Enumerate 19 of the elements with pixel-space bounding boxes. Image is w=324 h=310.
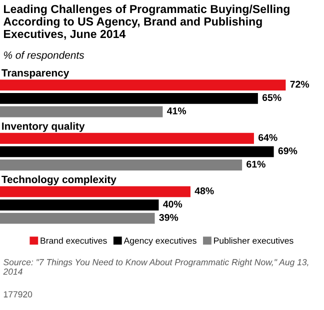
data-label: 48%	[194, 187, 214, 194]
chart-title: Leading Challenges of Programmatic Buying/Selling According to US Agency, Brand and Publishing Executives, June 2014	[4, 4, 290, 40]
y-tick-label: Transparency	[2, 69, 70, 79]
y-tick-label: Technology complexity	[2, 175, 116, 186]
legend-label: Brand executives	[40, 237, 107, 244]
legend-label: Publisher executives	[214, 237, 294, 244]
data-label: 72%	[290, 80, 310, 88]
chart-subtitle: % of respondents	[4, 51, 84, 61]
text: 177920	[4, 291, 32, 298]
data-label: 64%	[258, 134, 278, 141]
legend-label: Agency executives	[124, 237, 196, 246]
data-label: 69%	[278, 147, 298, 154]
source-note: Source: "7 Things You Need to Know About Programmatic Right Now," Aug 13, 2014	[3, 258, 308, 275]
data-label: 65%	[262, 94, 282, 102]
data-label: 61%	[246, 160, 266, 168]
data-label: 41%	[167, 107, 186, 114]
y-tick-label: Inventory quality	[2, 122, 85, 132]
data-label: 39%	[159, 214, 178, 221]
data-label: 40%	[163, 200, 182, 208]
